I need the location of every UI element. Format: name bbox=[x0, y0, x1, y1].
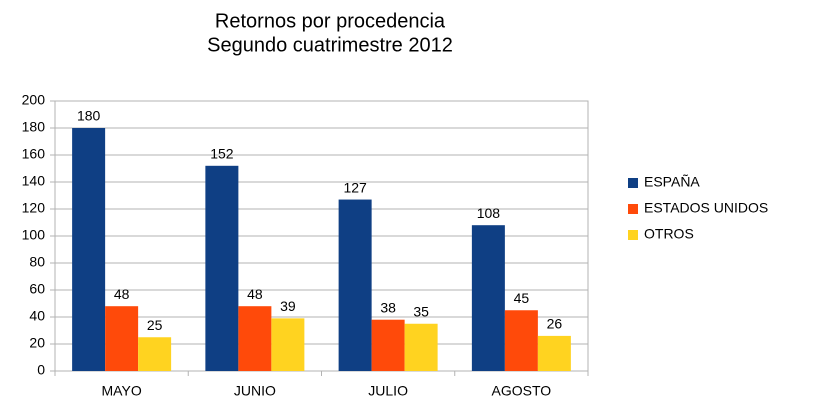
y-tick-label: 160 bbox=[22, 146, 46, 162]
data-label: 45 bbox=[514, 290, 530, 306]
y-tick-label: 60 bbox=[29, 281, 45, 297]
legend-swatch bbox=[628, 178, 638, 188]
data-label: 48 bbox=[247, 286, 263, 302]
data-label: 127 bbox=[343, 179, 367, 195]
legend-label: OTROS bbox=[644, 226, 694, 242]
bar bbox=[338, 199, 372, 371]
x-tick-label: AGOSTO bbox=[492, 383, 552, 399]
legend-label: ESPAÑA bbox=[644, 174, 700, 190]
y-tick-label: 120 bbox=[22, 200, 46, 216]
bar bbox=[471, 225, 505, 371]
y-tick-label: 80 bbox=[29, 254, 45, 270]
data-label: 48 bbox=[114, 286, 130, 302]
data-label: 26 bbox=[547, 316, 563, 332]
data-label: 38 bbox=[380, 299, 396, 315]
data-label: 25 bbox=[147, 317, 163, 333]
bar bbox=[371, 319, 405, 371]
y-tick-label: 180 bbox=[22, 119, 46, 135]
y-tick-label: 140 bbox=[22, 173, 46, 189]
legend-label: ESTADOS UNIDOS bbox=[644, 200, 768, 216]
bar bbox=[105, 306, 139, 371]
chart-title: Retornos por procedencia bbox=[215, 10, 446, 32]
y-tick-label: 100 bbox=[22, 227, 46, 243]
data-label: 35 bbox=[413, 303, 429, 319]
bar bbox=[537, 335, 571, 371]
y-tick-label: 40 bbox=[29, 308, 45, 324]
bar bbox=[271, 318, 305, 371]
x-tick-label: JULIO bbox=[368, 383, 408, 399]
data-label: 39 bbox=[280, 298, 296, 314]
bar bbox=[404, 323, 438, 371]
y-tick-label: 200 bbox=[22, 92, 46, 108]
bar bbox=[138, 337, 172, 371]
bar bbox=[238, 306, 272, 371]
x-tick-label: JUNIO bbox=[234, 383, 276, 399]
chart-subtitle: Segundo cuatrimestre 2012 bbox=[207, 34, 453, 56]
bar bbox=[205, 165, 239, 371]
x-tick-label: MAYO bbox=[102, 383, 142, 399]
bar bbox=[72, 128, 106, 371]
y-tick-label: 0 bbox=[37, 362, 45, 378]
legend-swatch bbox=[628, 230, 638, 240]
data-label: 108 bbox=[477, 205, 501, 221]
legend-swatch bbox=[628, 204, 638, 214]
data-label: 152 bbox=[210, 146, 234, 162]
bar bbox=[504, 310, 538, 371]
y-tick-label: 20 bbox=[29, 335, 45, 351]
data-label: 180 bbox=[77, 108, 101, 124]
